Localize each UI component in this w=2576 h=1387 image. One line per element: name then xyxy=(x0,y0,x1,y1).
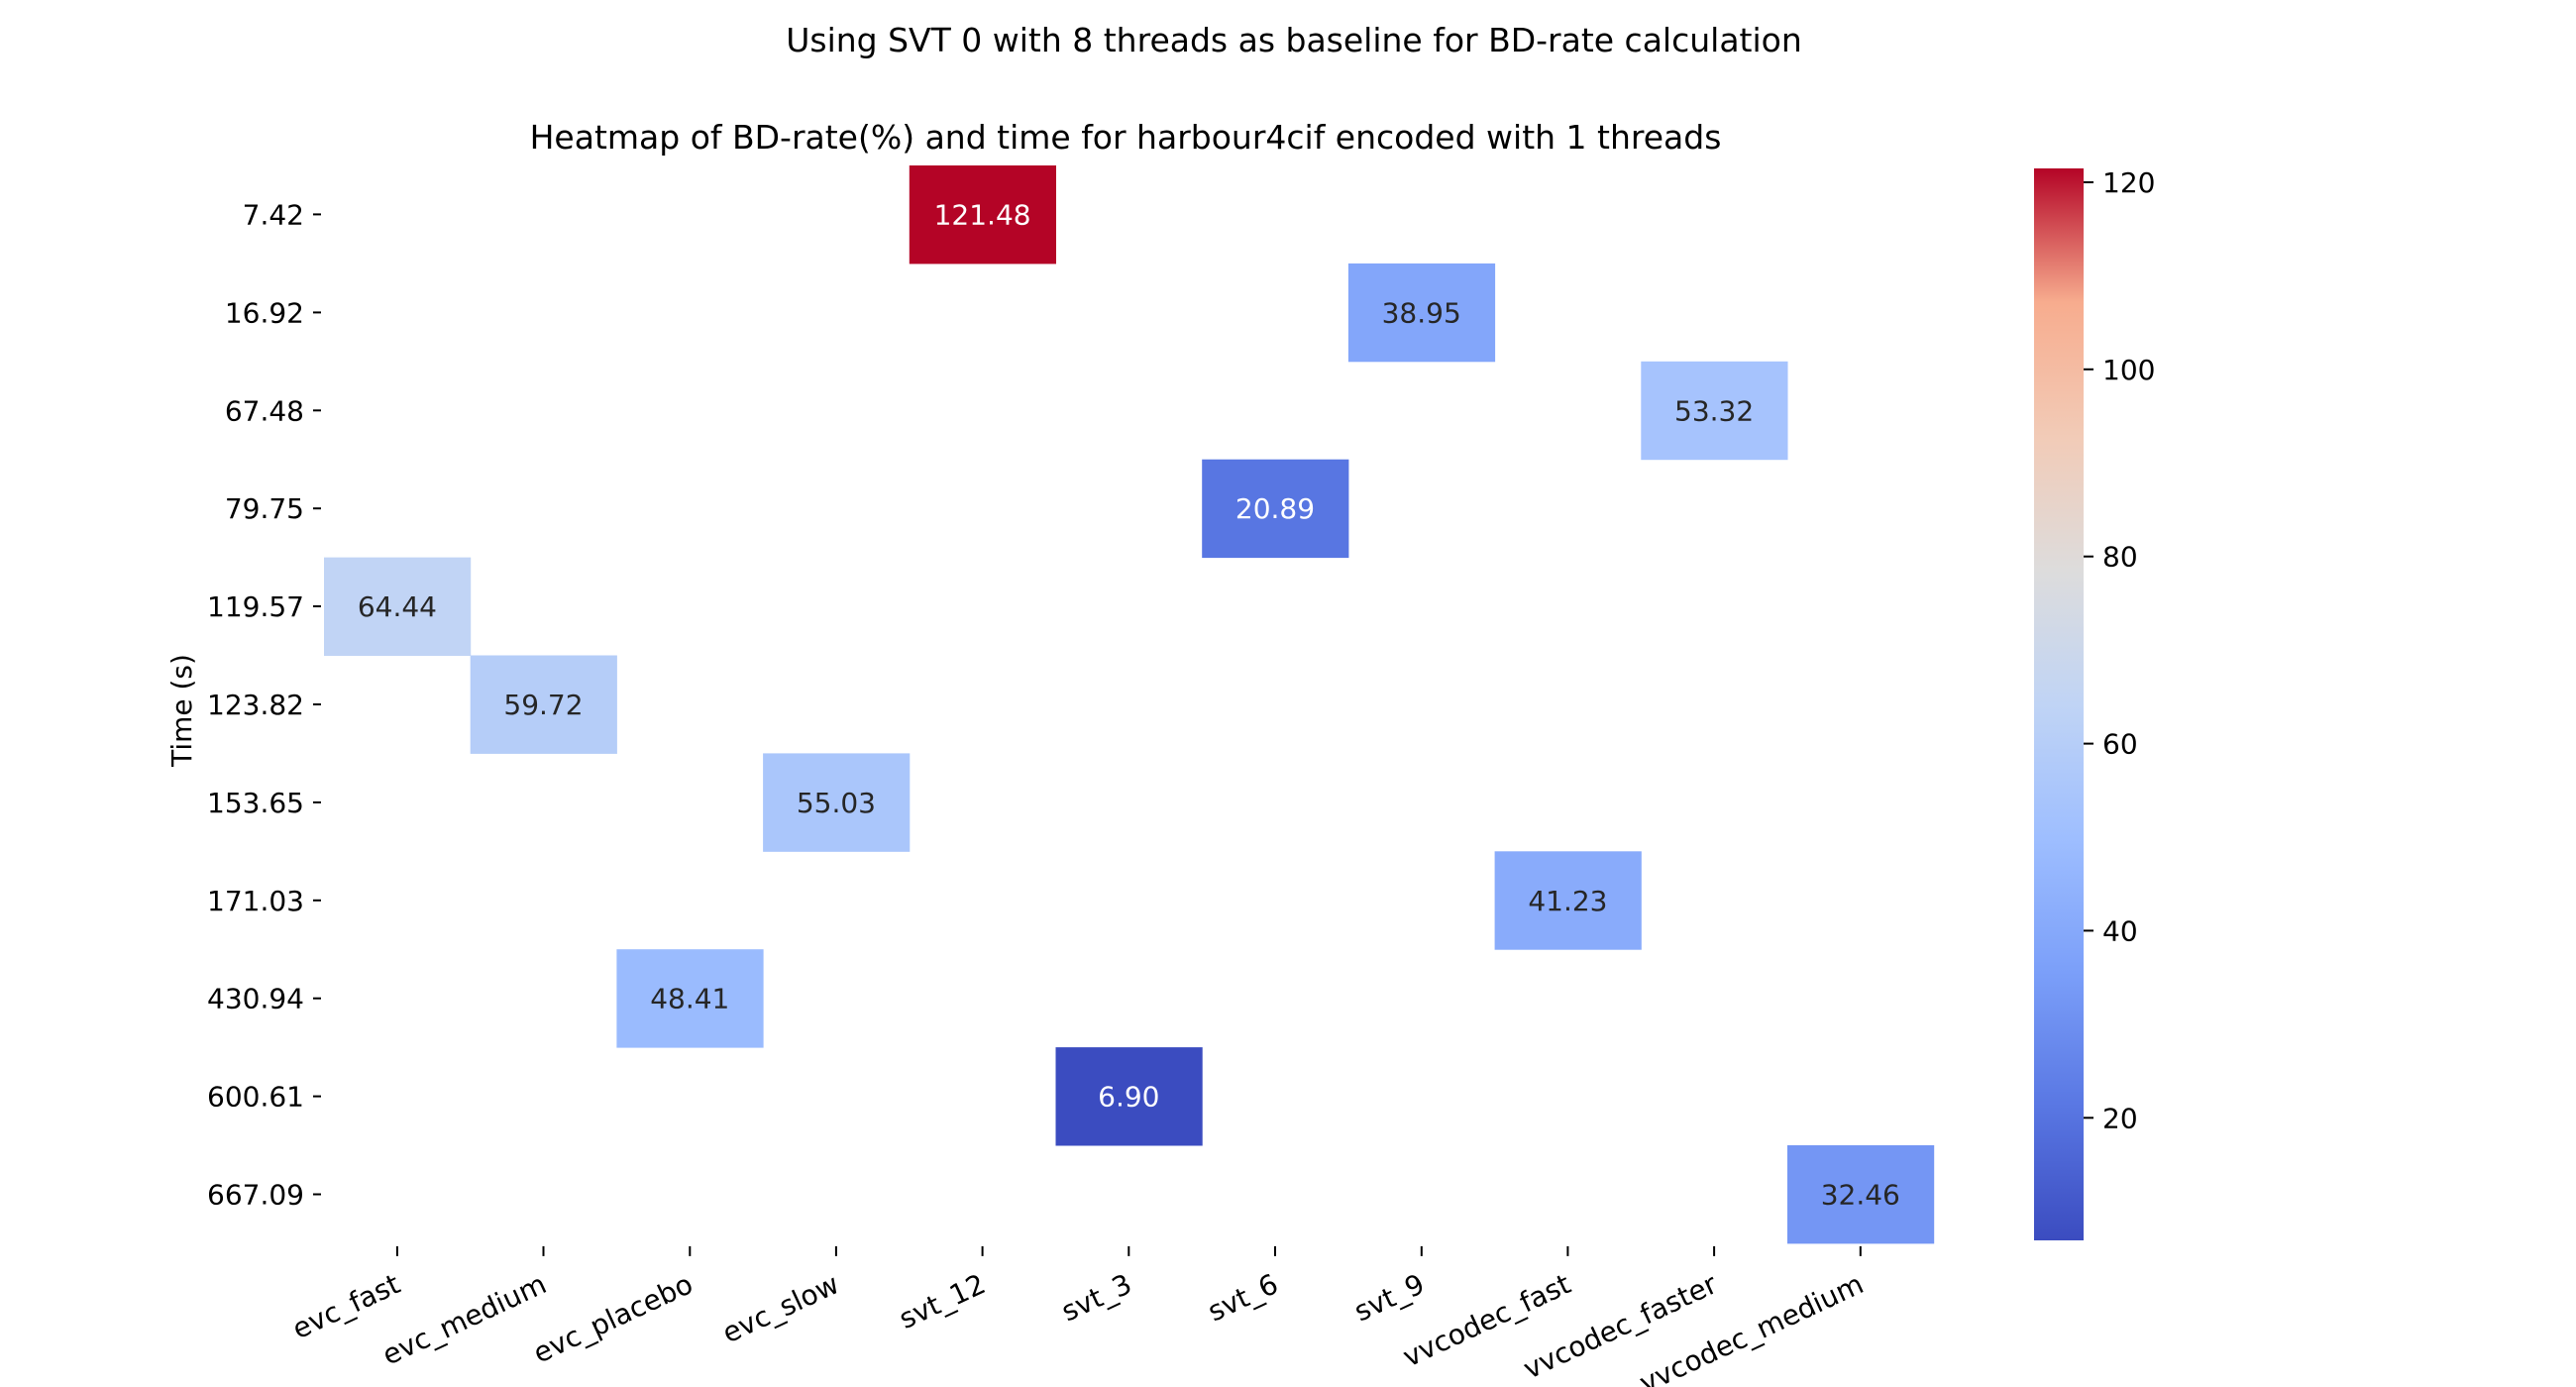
chart-suptitle: Using SVT 0 with 8 threads as baseline f… xyxy=(786,21,1802,59)
y-tick-label: 123.82 xyxy=(207,689,304,721)
cell-value-label: 32.46 xyxy=(1821,1179,1900,1212)
heatmap-cell xyxy=(1787,1145,1935,1244)
heatmap-cell xyxy=(1202,459,1349,559)
heatmap-cell xyxy=(470,655,617,754)
heatmap-cell xyxy=(324,557,472,656)
cell-value-label: 38.95 xyxy=(1382,296,1461,329)
colorbar-tick-label: 20 xyxy=(2102,1102,2138,1134)
y-tick-label: 667.09 xyxy=(207,1179,304,1212)
cell-value-label: 6.90 xyxy=(1098,1081,1159,1114)
y-tick-label: 16.92 xyxy=(225,296,304,329)
heatmap-cell xyxy=(763,753,911,852)
heatmap-cell xyxy=(616,949,764,1048)
x-tick-label: svt_9 xyxy=(1349,1267,1430,1328)
cell-value-label: 48.41 xyxy=(650,983,729,1015)
colorbar-tick-label: 80 xyxy=(2102,541,2138,574)
y-axis-label: Time (s) xyxy=(165,654,198,768)
colorbar-tick-label: 100 xyxy=(2102,354,2155,386)
x-tick-label: evc_medium xyxy=(377,1267,552,1371)
cell-value-label: 59.72 xyxy=(503,689,583,721)
x-tick-label: svt_12 xyxy=(894,1267,990,1335)
y-axis-ticks: 7.42 16.92 67.48 79.75 119.57 123.82 153.65 171… xyxy=(207,198,321,1212)
cell-value-label: 53.32 xyxy=(1674,394,1754,427)
x-tick-label: svt_6 xyxy=(1203,1267,1283,1328)
y-tick-label: 79.75 xyxy=(225,492,304,525)
y-tick-label: 430.94 xyxy=(207,983,304,1015)
heatmap-cell xyxy=(1347,263,1496,363)
x-tick-label: evc_fast xyxy=(287,1267,405,1345)
cell-value-label: 41.23 xyxy=(1528,885,1607,917)
y-tick-label: 171.03 xyxy=(207,885,304,917)
x-tick-label: svt_3 xyxy=(1056,1267,1136,1328)
chart-title: Heatmap of BD-rate(%) and time for harbo… xyxy=(530,118,1722,157)
colorbar-ticks: 20 40 60 80 100 120 xyxy=(2084,166,2155,1134)
y-tick-label: 67.48 xyxy=(225,394,304,427)
heatmap-cell xyxy=(1641,361,1788,461)
cell-value-label: 55.03 xyxy=(797,787,876,819)
cell-value-label: 20.89 xyxy=(1235,492,1315,525)
cell-value-label: 121.48 xyxy=(934,198,1031,231)
heatmap-cell xyxy=(909,165,1056,265)
y-tick-label: 7.42 xyxy=(243,198,304,231)
x-tick-label: evc_slow xyxy=(717,1267,844,1349)
y-tick-label: 153.65 xyxy=(207,787,304,819)
colorbar-tick-label: 120 xyxy=(2102,166,2155,199)
cell-value-label: 64.44 xyxy=(358,590,437,623)
y-tick-label: 600.61 xyxy=(207,1081,304,1114)
x-tick-label: evc_placebo xyxy=(528,1267,698,1369)
colorbar: 20 40 60 80 100 120 xyxy=(2034,166,2155,1240)
heatmap-cell xyxy=(1055,1047,1203,1146)
colorbar-tick-label: 60 xyxy=(2102,728,2138,761)
colorbar-tick-label: 40 xyxy=(2102,914,2138,947)
heatmap-cells: 121.48 38.95 53.32 20.89 64.44 59.72 55.03 41.2… xyxy=(324,165,1935,1244)
y-tick-label: 119.57 xyxy=(207,590,304,623)
heatmap-cell xyxy=(1494,851,1642,950)
colorbar-gradient xyxy=(2034,168,2084,1240)
